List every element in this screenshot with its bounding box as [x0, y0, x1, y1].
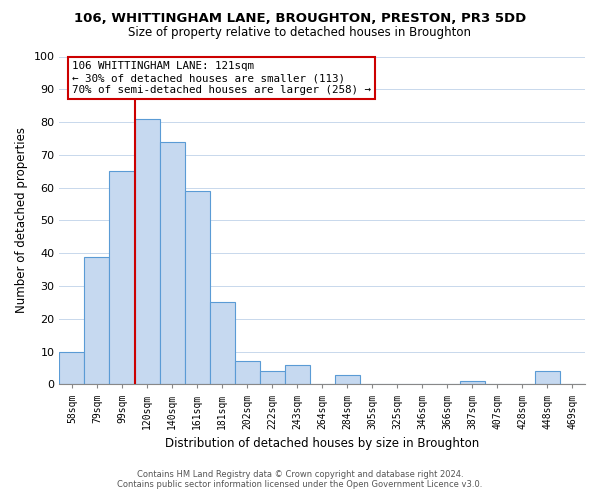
Text: 106, WHITTINGHAM LANE, BROUGHTON, PRESTON, PR3 5DD: 106, WHITTINGHAM LANE, BROUGHTON, PRESTO…: [74, 12, 526, 26]
Bar: [185, 191, 209, 384]
Bar: [134, 119, 160, 384]
Bar: [260, 372, 284, 384]
Bar: [209, 302, 235, 384]
Text: Size of property relative to detached houses in Broughton: Size of property relative to detached ho…: [128, 26, 472, 39]
Bar: [235, 362, 260, 384]
Bar: [460, 381, 485, 384]
Text: Contains HM Land Registry data © Crown copyright and database right 2024.
Contai: Contains HM Land Registry data © Crown c…: [118, 470, 482, 489]
Bar: [109, 172, 134, 384]
Bar: [160, 142, 185, 384]
Y-axis label: Number of detached properties: Number of detached properties: [15, 128, 28, 314]
Bar: [59, 352, 85, 384]
Bar: [284, 364, 310, 384]
Bar: [85, 256, 109, 384]
Bar: [535, 372, 560, 384]
Text: 106 WHITTINGHAM LANE: 121sqm
← 30% of detached houses are smaller (113)
70% of s: 106 WHITTINGHAM LANE: 121sqm ← 30% of de…: [72, 62, 371, 94]
X-axis label: Distribution of detached houses by size in Broughton: Distribution of detached houses by size …: [165, 437, 479, 450]
Bar: [335, 374, 360, 384]
